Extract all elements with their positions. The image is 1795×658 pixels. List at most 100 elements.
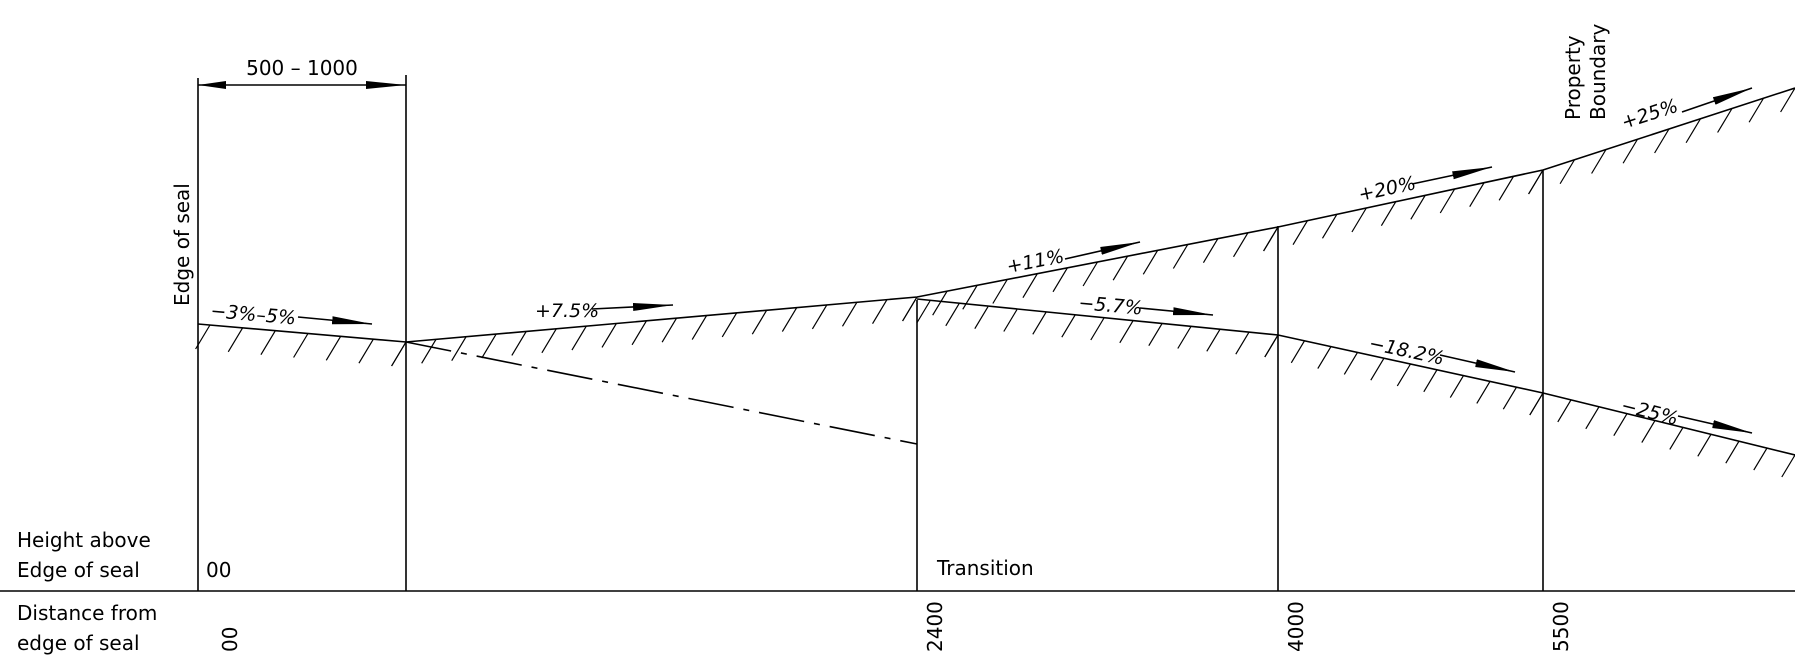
hatch-tick xyxy=(1498,176,1515,201)
hatch-tick xyxy=(932,290,948,316)
distance-label-line2: edge of seal xyxy=(17,631,140,655)
hatch-tick xyxy=(481,333,497,359)
hatch-tick xyxy=(1321,214,1338,239)
distance-value-5500: 5500 xyxy=(1549,601,1573,652)
hatch-tick xyxy=(1290,340,1306,364)
hatch-tick xyxy=(1351,207,1367,233)
hatch-tick xyxy=(1177,326,1192,349)
hatch-tick xyxy=(1439,188,1456,214)
hatch-tick xyxy=(1343,352,1359,375)
hatch-tick xyxy=(195,324,211,350)
hatch-tick xyxy=(1090,317,1105,341)
hatch-tick xyxy=(1585,406,1600,430)
grade-arrow-5 xyxy=(1681,87,1753,113)
hatch-tick xyxy=(631,320,647,346)
hatch-tick xyxy=(1052,267,1068,293)
hatch-tick xyxy=(1142,250,1159,275)
hatch-tick xyxy=(421,339,437,364)
hatch-tick xyxy=(325,336,342,361)
hatch-tick xyxy=(1233,232,1249,258)
grade-arrow-4 xyxy=(1411,166,1493,185)
grade-arrow-3 xyxy=(1064,241,1141,260)
grade-label-7: −18.2% xyxy=(1367,332,1446,369)
hatch-tick xyxy=(721,312,738,338)
grade-label-4: +20% xyxy=(1356,172,1417,206)
transition-label: Transition xyxy=(936,556,1034,580)
height-label-line1: Height above xyxy=(17,528,151,552)
grade-arrow-6 xyxy=(1139,307,1214,316)
grade-label-1: −3%–5% xyxy=(210,300,297,329)
hatch-tick xyxy=(841,301,858,327)
hatch-tick xyxy=(1697,434,1712,457)
hatch-tick xyxy=(1725,440,1740,464)
hatch-tick xyxy=(391,341,407,367)
hatch-tick xyxy=(661,317,678,343)
hatch-tick xyxy=(1641,420,1656,443)
hatch-tick xyxy=(1206,329,1221,352)
hatch-tick xyxy=(1753,447,1768,471)
lower-profile-hatching xyxy=(916,300,1795,478)
edge-of-seal-label: Edge of seal xyxy=(170,183,194,306)
hatch-tick xyxy=(691,315,708,340)
hatch-tick xyxy=(872,299,888,324)
transition-dashdot-line xyxy=(405,341,918,445)
hatch-tick xyxy=(1082,261,1099,287)
hatch-tick xyxy=(541,328,557,354)
hatch-tick xyxy=(1557,399,1572,423)
hatch-tick xyxy=(1449,375,1465,398)
hatch-tick xyxy=(1032,312,1047,335)
hatch-tick xyxy=(1263,226,1279,252)
hatch-tick xyxy=(1022,273,1038,298)
grade-label-8: −25% xyxy=(1619,395,1681,430)
hatch-tick xyxy=(916,300,931,324)
distance-value-4000: 4000 xyxy=(1284,601,1308,652)
hatch-tick xyxy=(945,303,960,327)
hatch-tick xyxy=(1235,331,1250,355)
hatch-tick xyxy=(1202,238,1219,263)
hatch-tick xyxy=(260,330,276,355)
hatch-tick xyxy=(1003,309,1018,332)
hatch-tick xyxy=(571,325,587,351)
hatch-tick xyxy=(1654,128,1670,154)
hatch-tick xyxy=(902,296,918,322)
hatch-tick xyxy=(1559,159,1576,185)
lower-ground-profile xyxy=(916,298,1795,456)
hatch-tick xyxy=(1613,413,1628,436)
distance-value-2400: 2400 xyxy=(923,601,947,652)
hatch-tick xyxy=(1317,346,1332,369)
height-label-line2: Edge of seal xyxy=(17,558,140,582)
hatch-tick xyxy=(1469,182,1485,207)
hatch-tick xyxy=(1112,255,1129,281)
hatch-tick xyxy=(1148,323,1163,346)
hatch-tick xyxy=(601,323,617,348)
hatch-tick xyxy=(1502,386,1518,410)
hatch-tick xyxy=(1717,108,1733,133)
hatch-tick xyxy=(1476,381,1491,404)
hatch-tick xyxy=(811,304,828,330)
hatch-tick xyxy=(358,338,374,364)
grade-arrow-7 xyxy=(1439,354,1516,373)
hatch-tick xyxy=(1685,118,1702,144)
grade-label-3: +11% xyxy=(1005,245,1066,278)
hatch-tick xyxy=(1669,427,1684,450)
grade-arrow-2 xyxy=(591,302,674,311)
dimension-label: 500 – 1000 xyxy=(246,56,358,80)
hatch-tick xyxy=(1423,369,1438,393)
grade-arrow-8 xyxy=(1677,415,1753,434)
upper-profile-hatching xyxy=(195,87,1795,367)
hatch-tick xyxy=(781,307,798,332)
hatch-tick xyxy=(1061,314,1076,338)
hatch-tick xyxy=(1380,201,1397,226)
hatch-tick xyxy=(451,336,467,362)
hatch-tick xyxy=(974,306,989,329)
hatch-tick xyxy=(1529,392,1544,416)
hatch-tick xyxy=(751,309,768,335)
property-boundary-label-line2: Boundary xyxy=(1586,24,1610,120)
upper-ground-profile xyxy=(197,87,1795,343)
hatch-tick xyxy=(1591,149,1607,174)
hatch-tick xyxy=(227,327,244,353)
hatch-tick xyxy=(1370,357,1385,381)
hatch-tick xyxy=(1781,454,1795,478)
grade-arrow-1 xyxy=(297,316,373,325)
